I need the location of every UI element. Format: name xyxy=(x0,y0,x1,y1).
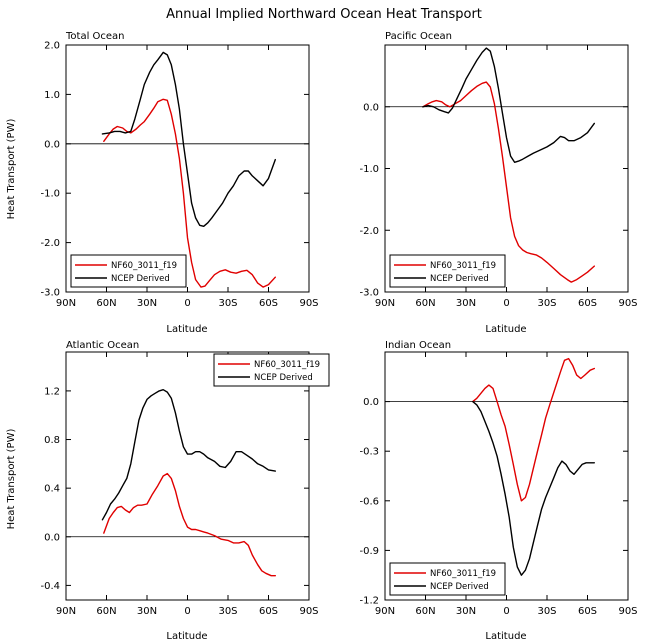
y-tick-label: -1.2 xyxy=(359,596,379,607)
x-tick-label: 30S xyxy=(218,298,237,309)
panel-pacific-ocean: Pacific Ocean Latitude 90N 60N 30N 0 30S 60S 9… xyxy=(359,31,637,335)
y-tick-label: -1.0 xyxy=(359,164,379,175)
x-tick-label: 60N xyxy=(415,606,435,617)
y-tick-label: -0.3 xyxy=(359,447,379,458)
legend-label-ncep: NCEP Derived xyxy=(430,582,489,592)
y-tick-label: 0.0 xyxy=(44,532,60,543)
plot-frame xyxy=(384,351,629,601)
y-tick-label: -3.0 xyxy=(359,288,379,299)
panel-atlantic-ocean: Atlantic Ocean Heat Transport (PW) Latit… xyxy=(6,340,330,642)
x-axis-label: Latitude xyxy=(485,631,526,642)
x-tick-label: 90S xyxy=(299,606,318,617)
x-tick-label: 0 xyxy=(184,606,190,617)
x-tick-label: 30S xyxy=(537,606,556,617)
y-tick-label: -2.0 xyxy=(40,238,60,249)
y-axis-label: Heat Transport (PW) xyxy=(6,429,17,530)
x-axis-label: Latitude xyxy=(166,324,207,335)
panel-total-ocean: Total Ocean Heat Transport (PW) Latitude… xyxy=(6,31,319,335)
series-line-model xyxy=(103,98,276,288)
y-tick-label: -3.0 xyxy=(40,288,60,299)
x-tick-label: 0 xyxy=(503,606,509,617)
y-tick-label: 1.0 xyxy=(44,90,60,101)
x-tick-label: 60S xyxy=(578,298,597,309)
series-line-model xyxy=(422,81,595,283)
y-axis-label: Heat Transport (PW) xyxy=(6,119,17,220)
legend-box xyxy=(213,353,330,387)
legend-label-model: NF60_3011_f19 xyxy=(430,569,496,579)
panel-indian-ocean: Indian Ocean Latitude 90N 60N 30N 0 30S 60S 90… xyxy=(359,340,637,642)
legend-label-model: NF60_3011_f19 xyxy=(254,360,320,370)
legend-box xyxy=(389,254,506,288)
x-tick-label: 60S xyxy=(578,606,597,617)
x-tick-label: 30S xyxy=(537,298,556,309)
y-tick-label: 0.4 xyxy=(44,484,60,495)
x-tick-label: 60S xyxy=(259,298,278,309)
plot-frame xyxy=(65,351,310,601)
x-tick-label: 90N xyxy=(56,606,76,617)
panel-title: Atlantic Ocean xyxy=(66,340,139,351)
y-tick-label: 0.8 xyxy=(44,435,60,446)
x-tick-label: 30S xyxy=(218,606,237,617)
x-tick-label: 60N xyxy=(96,298,116,309)
panel-title: Indian Ocean xyxy=(385,340,451,351)
y-tick-label: -0.4 xyxy=(40,581,60,592)
plot-frame xyxy=(65,44,310,293)
legend-box xyxy=(389,562,506,596)
x-tick-label: 0 xyxy=(184,298,190,309)
series-line-ncep xyxy=(472,400,595,576)
series-line-ncep xyxy=(422,47,595,164)
series-line-model xyxy=(472,357,595,502)
series-line-ncep xyxy=(101,51,276,228)
x-tick-label: 0 xyxy=(503,298,509,309)
legend: NF60_3011_f19 NCEP Derived xyxy=(389,254,506,288)
series-line-model xyxy=(103,472,276,577)
series-line-ncep xyxy=(101,389,276,521)
x-tick-label: 90S xyxy=(618,298,637,309)
y-tick-label: -0.9 xyxy=(359,546,379,557)
y-tick-label: -0.6 xyxy=(359,496,379,507)
x-axis-label: Latitude xyxy=(166,631,207,642)
x-tick-label: 90N xyxy=(375,606,395,617)
x-tick-label: 30N xyxy=(456,298,476,309)
y-tick-label: 0.0 xyxy=(363,102,379,113)
x-tick-label: 90N xyxy=(375,298,395,309)
legend-label-model: NF60_3011_f19 xyxy=(111,261,177,271)
figure-title: Annual Implied Northward Ocean Heat Tran… xyxy=(166,7,482,22)
y-tick-label: 0.0 xyxy=(363,397,379,408)
y-tick-label: 0.0 xyxy=(44,139,60,150)
legend: NF60_3011_f19 NCEP Derived xyxy=(213,353,330,387)
x-tick-label: 60N xyxy=(415,298,435,309)
y-tick-label: -2.0 xyxy=(359,226,379,237)
y-tick-label: -1.0 xyxy=(40,189,60,200)
y-tick-label: 2.0 xyxy=(44,41,60,52)
legend-label-ncep: NCEP Derived xyxy=(430,274,489,284)
legend-label-model: NF60_3011_f19 xyxy=(430,261,496,271)
x-tick-label: 30N xyxy=(456,606,476,617)
panel-title: Total Ocean xyxy=(65,31,125,42)
x-tick-label: 60S xyxy=(259,606,278,617)
x-tick-label: 90S xyxy=(299,298,318,309)
x-tick-label: 30N xyxy=(137,606,157,617)
x-axis-label: Latitude xyxy=(485,324,526,335)
x-tick-label: 60N xyxy=(96,606,116,617)
plot-frame xyxy=(384,44,629,293)
legend-label-ncep: NCEP Derived xyxy=(254,373,313,383)
y-tick-label: 1.2 xyxy=(44,386,60,397)
x-tick-label: 30N xyxy=(137,298,157,309)
x-tick-label: 90N xyxy=(56,298,76,309)
legend-label-ncep: NCEP Derived xyxy=(111,274,170,284)
x-tick-label: 90S xyxy=(618,606,637,617)
legend: NF60_3011_f19 NCEP Derived xyxy=(389,562,506,596)
legend-box xyxy=(70,254,187,288)
panel-title: Pacific Ocean xyxy=(385,31,452,42)
legend: NF60_3011_f19 NCEP Derived xyxy=(70,254,187,288)
